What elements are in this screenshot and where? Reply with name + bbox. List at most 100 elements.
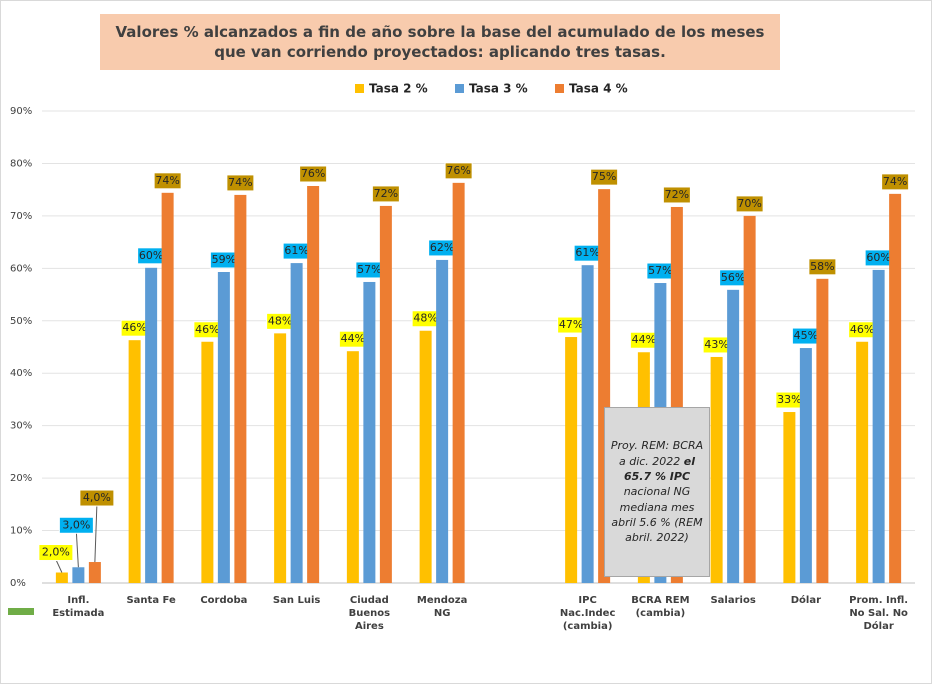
value-label-bg [808, 258, 837, 276]
value-label: 57% [357, 263, 381, 276]
x-tick-label: San Luis [272, 595, 321, 606]
value-label: 44% [341, 332, 365, 345]
bar [727, 289, 740, 583]
bar [201, 341, 214, 583]
bar [452, 182, 465, 584]
annotation-text: Proy. REM: BCRA a dic. 2022 el 65.7 % IP… [609, 438, 705, 546]
chart-title: Valores % alcanzados a fin de año sobre … [100, 14, 780, 70]
value-label-bg [299, 165, 328, 183]
value-label: 3,0% [62, 518, 90, 531]
bar [783, 412, 796, 583]
bar [346, 351, 359, 583]
bar [234, 194, 247, 583]
leader-line [94, 505, 98, 563]
value-label: 75% [592, 170, 616, 183]
bar [55, 572, 68, 583]
bar [88, 562, 101, 583]
y-tick-label: 70% [10, 211, 32, 222]
value-label: 60% [139, 249, 163, 262]
value-label: 2,0% [42, 546, 70, 559]
legend-label: Tasa 2 % [369, 82, 428, 96]
value-label: 61% [575, 246, 599, 259]
value-label: 48% [413, 312, 437, 325]
bar [799, 348, 812, 583]
y-tick-label: 0% [10, 578, 26, 589]
value-label: 33% [777, 393, 801, 406]
value-label: 74% [228, 176, 252, 189]
value-label-bg [58, 516, 94, 534]
x-tick-label: Prom. Infl. No Sal. No Dólar [849, 595, 909, 632]
value-label: 4,0% [83, 491, 111, 504]
legend-label: Tasa 4 % [569, 82, 628, 96]
bar [379, 205, 392, 583]
value-label-bg [444, 162, 473, 180]
bar [307, 185, 320, 584]
bar [419, 330, 432, 583]
y-tick-label: 30% [10, 421, 32, 432]
y-tick-label: 10% [10, 526, 32, 537]
y-tick-label: 80% [10, 158, 32, 169]
leader-line [75, 532, 79, 568]
x-tick-label: Infl. Estimada [52, 595, 105, 619]
value-label: 58% [810, 260, 834, 273]
value-label: 57% [648, 264, 672, 277]
bar [565, 337, 578, 583]
y-tick-label: 90% [10, 106, 32, 117]
bar [128, 340, 141, 583]
y-tick-label: 20% [10, 473, 32, 484]
bar [217, 272, 230, 583]
value-label-bg [590, 168, 619, 186]
bar [436, 259, 449, 583]
x-tick-label: IPC Nac.Indec (cambia) [559, 595, 616, 632]
value-label: 72% [665, 188, 689, 201]
bar [274, 333, 287, 583]
bar [710, 356, 723, 583]
value-label: 60% [866, 251, 890, 264]
x-tick-label: Dólar [790, 595, 822, 606]
value-label: 44% [632, 333, 656, 346]
value-label-bg [38, 544, 74, 562]
bar [145, 267, 158, 583]
value-label: 47% [559, 318, 583, 331]
value-label: 43% [704, 338, 728, 351]
x-tick-label: Salarios [710, 595, 756, 606]
value-label-bg [735, 195, 764, 213]
value-label: 76% [301, 167, 325, 180]
x-tick-label: Cordoba [200, 595, 248, 606]
value-label: 59% [212, 253, 236, 266]
value-label-bg [881, 173, 910, 191]
legend-label: Tasa 3 % [469, 82, 528, 96]
y-tick-label: 40% [10, 368, 32, 379]
bar [72, 567, 85, 583]
value-label: 46% [850, 323, 874, 336]
bar [889, 193, 902, 583]
value-label: 46% [195, 323, 219, 336]
bar [872, 269, 885, 583]
value-label: 46% [122, 321, 146, 334]
value-label: 62% [430, 241, 454, 254]
x-tick-label: Ciudad Buenos Aires [348, 595, 391, 632]
value-label: 61% [284, 244, 308, 257]
bar [743, 215, 756, 583]
annotation-part: nacional NG mediana mes abril 5.6 % (REM… [611, 485, 703, 545]
y-tick-label: 60% [10, 263, 32, 274]
annotation-part: Proy. REM: BCRA a dic. 2022 [610, 439, 704, 468]
value-label: 48% [268, 314, 292, 327]
bar [161, 192, 174, 583]
bar [856, 341, 869, 583]
value-label-bg [371, 185, 400, 203]
y-tick-label: 50% [10, 316, 32, 327]
value-label-bg [79, 489, 115, 507]
annotation-part: el 65.7 % IPC [623, 454, 696, 483]
value-label-bg [153, 172, 182, 190]
legend-swatch [355, 84, 364, 93]
legend-swatch [555, 84, 564, 93]
bar [816, 278, 829, 583]
annotation: Proy. REM: BCRA a dic. 2022 el 65.7 % IP… [604, 407, 710, 577]
value-label: 70% [737, 197, 761, 210]
x-tick-label: Santa Fe [126, 595, 176, 606]
x-tick-label: Mendoza NG [416, 595, 468, 619]
value-label: 56% [721, 271, 745, 284]
